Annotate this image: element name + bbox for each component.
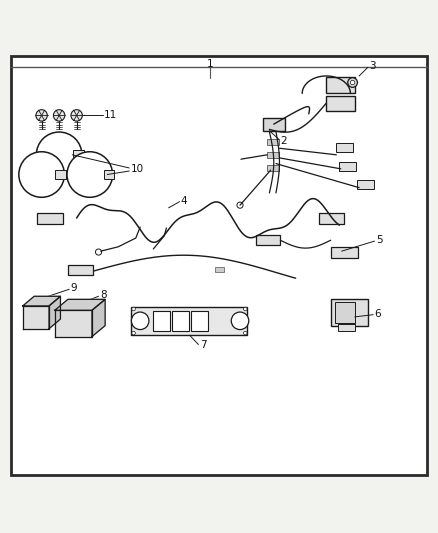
- Text: 8: 8: [100, 290, 106, 301]
- Bar: [172, 311, 189, 332]
- Circle shape: [53, 110, 65, 121]
- Polygon shape: [55, 310, 92, 336]
- Bar: [55, 170, 66, 179]
- Bar: [215, 267, 224, 272]
- Circle shape: [244, 332, 247, 335]
- Polygon shape: [23, 296, 60, 306]
- Circle shape: [348, 78, 357, 87]
- Polygon shape: [49, 296, 60, 329]
- Bar: [331, 300, 368, 326]
- Text: 5: 5: [376, 235, 382, 245]
- Circle shape: [36, 110, 47, 121]
- Circle shape: [231, 312, 249, 329]
- Bar: [339, 162, 356, 171]
- Circle shape: [95, 249, 102, 255]
- Polygon shape: [55, 300, 105, 310]
- Circle shape: [132, 307, 135, 311]
- Bar: [335, 302, 355, 324]
- Bar: [267, 165, 279, 171]
- Circle shape: [71, 110, 82, 121]
- Text: 4: 4: [181, 196, 187, 206]
- Text: 2: 2: [280, 136, 287, 146]
- Bar: [37, 213, 63, 223]
- Bar: [331, 247, 358, 258]
- Bar: [267, 139, 279, 145]
- Circle shape: [131, 312, 149, 329]
- Bar: [357, 180, 374, 189]
- Bar: [153, 311, 170, 332]
- Polygon shape: [92, 300, 105, 336]
- Text: 1: 1: [207, 59, 213, 69]
- Text: 11: 11: [104, 110, 117, 120]
- Text: 7: 7: [200, 341, 206, 350]
- Bar: [68, 265, 93, 275]
- Text: 3: 3: [369, 61, 376, 71]
- Circle shape: [132, 332, 135, 335]
- Bar: [263, 118, 285, 131]
- Bar: [267, 152, 279, 158]
- Bar: [73, 150, 84, 159]
- Bar: [319, 213, 344, 223]
- Circle shape: [67, 152, 113, 197]
- Text: 10: 10: [131, 164, 144, 174]
- Bar: [338, 324, 355, 332]
- Circle shape: [19, 152, 64, 197]
- Bar: [336, 143, 353, 152]
- Bar: [103, 170, 114, 179]
- Bar: [191, 311, 208, 332]
- Bar: [326, 96, 355, 111]
- Polygon shape: [23, 306, 49, 329]
- Circle shape: [244, 307, 247, 311]
- Bar: [131, 307, 247, 335]
- Circle shape: [237, 202, 243, 208]
- Bar: [256, 235, 280, 246]
- Bar: [326, 77, 355, 93]
- Circle shape: [350, 80, 355, 85]
- Circle shape: [36, 132, 82, 177]
- Text: 6: 6: [374, 309, 381, 319]
- Text: 9: 9: [71, 284, 77, 293]
